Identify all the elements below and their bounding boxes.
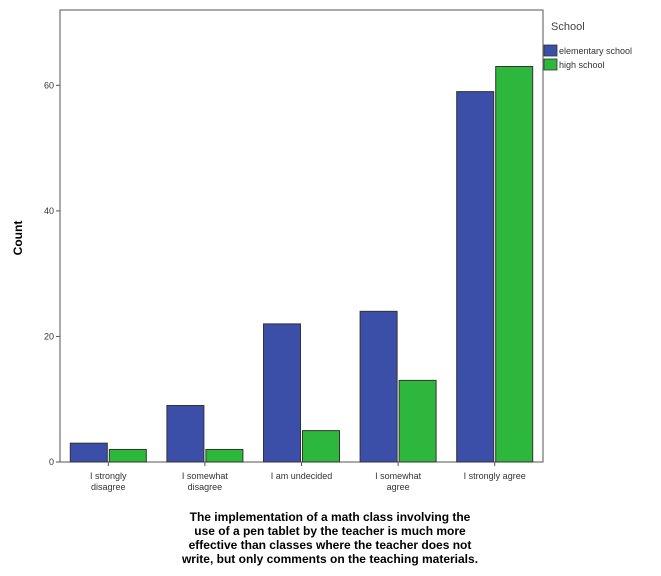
- y-tick-label: 60: [44, 80, 54, 90]
- legend: School elementary school high school: [543, 21, 632, 71]
- bar-elementary-school: [263, 323, 301, 463]
- bar-high-school: [108, 448, 147, 463]
- bar-high-school: [205, 448, 244, 463]
- x-category-label: I strongly agree: [464, 471, 526, 481]
- x-category-label: I somewhat: [375, 471, 422, 481]
- bars: [69, 66, 534, 466]
- bar-high-school: [302, 430, 340, 463]
- x-axis-title: The implementation of a math class invol…: [60, 510, 600, 566]
- bar-elementary-school: [69, 442, 108, 463]
- x-axis-title-line-3: effective than classes where the teacher…: [188, 538, 472, 552]
- x-category-label: I am undecided: [271, 471, 333, 481]
- legend-swatch: [543, 58, 558, 71]
- x-category-label: disagree: [91, 482, 126, 492]
- bar-high-school: [398, 379, 437, 463]
- x-axis-title-line-2: use of a pen tablet by the teacher is mu…: [194, 524, 466, 538]
- x-axis-title-line-4: write, but only comments on the teaching…: [181, 552, 479, 566]
- legend-label: elementary school: [559, 46, 632, 56]
- x-axis-title-line-1: The implementation of a math class invol…: [189, 510, 471, 524]
- x-category-label: agree: [387, 482, 410, 492]
- y-axis-ticks: 0 20 40 60: [44, 80, 60, 467]
- legend-label: high school: [559, 60, 605, 70]
- legend-title: School: [551, 21, 585, 33]
- y-tick-label: 40: [44, 206, 54, 216]
- legend-swatch: [543, 44, 558, 57]
- x-category-label: disagree: [188, 482, 223, 492]
- y-tick-label: 20: [44, 331, 54, 341]
- bar-high-school: [495, 66, 534, 463]
- x-category-label: I strongly: [90, 471, 127, 481]
- bar-elementary-school: [456, 91, 495, 463]
- bar-elementary-school: [166, 405, 205, 463]
- x-category-label: I somewhat: [182, 471, 229, 481]
- y-axis-label: Count: [11, 221, 25, 256]
- bar-elementary-school: [359, 310, 398, 463]
- y-tick-label: 0: [49, 457, 54, 467]
